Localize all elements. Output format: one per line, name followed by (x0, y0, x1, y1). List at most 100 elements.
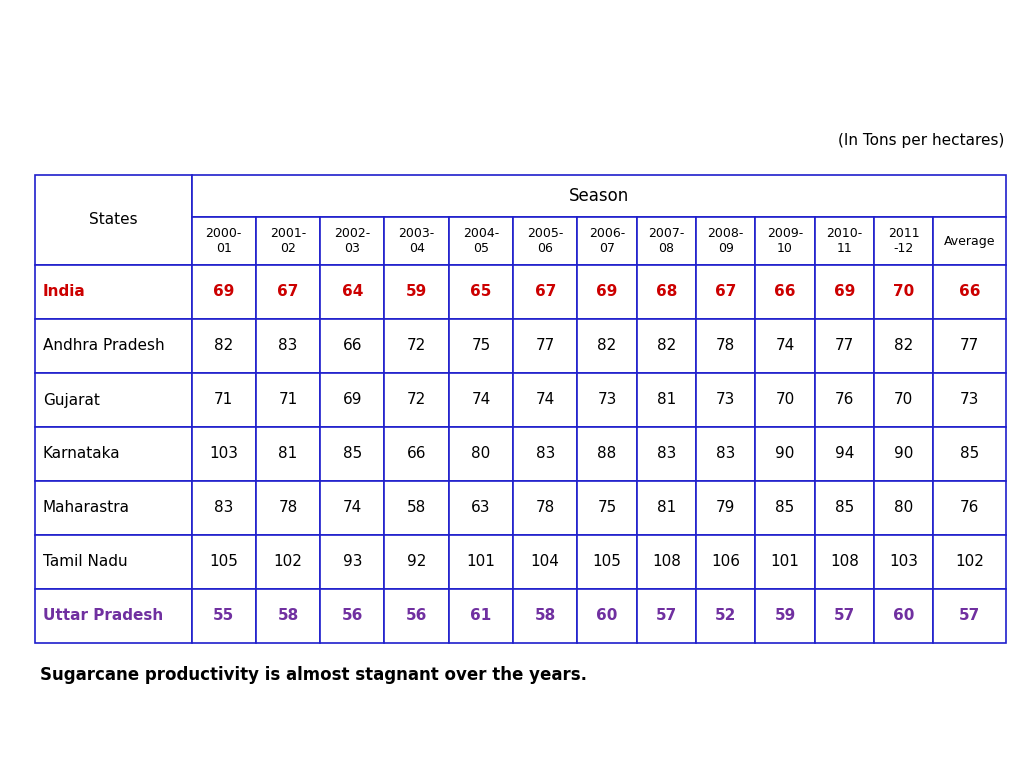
Bar (256, 373, 321, 427)
Text: 105: 105 (593, 554, 622, 570)
Text: 92: 92 (407, 554, 426, 570)
Bar (256, 589, 321, 643)
Text: 58: 58 (407, 501, 426, 515)
Bar (449, 265, 513, 319)
Bar (815, 265, 874, 319)
Text: 2007-
08: 2007- 08 (648, 227, 685, 255)
Bar (321, 481, 384, 535)
Text: Season: Season (568, 187, 629, 205)
Bar (637, 319, 696, 373)
Text: 75: 75 (471, 339, 490, 353)
Bar (578, 373, 637, 427)
Bar (934, 535, 1006, 589)
Text: 57: 57 (959, 608, 980, 624)
Bar (449, 217, 513, 265)
Text: 70: 70 (775, 392, 795, 408)
Text: 67: 67 (535, 284, 556, 300)
Bar (696, 427, 756, 481)
Bar (191, 535, 256, 589)
Bar (191, 319, 256, 373)
Text: 58: 58 (535, 608, 556, 624)
Text: 80: 80 (471, 446, 490, 462)
Bar (513, 427, 578, 481)
Bar (321, 265, 384, 319)
Text: States: States (89, 213, 137, 227)
Text: Uttar Pradesh: Uttar Pradesh (43, 608, 163, 624)
Bar (815, 217, 874, 265)
Bar (756, 535, 815, 589)
Bar (874, 265, 934, 319)
Bar (35, 373, 191, 427)
Text: 69: 69 (343, 392, 362, 408)
Text: 66: 66 (959, 284, 981, 300)
Text: 103: 103 (209, 446, 239, 462)
Bar (321, 427, 384, 481)
Text: 55: 55 (213, 608, 234, 624)
Bar (934, 481, 1006, 535)
Text: 77: 77 (536, 339, 555, 353)
Bar (384, 427, 449, 481)
Text: 75: 75 (597, 501, 616, 515)
Bar (449, 481, 513, 535)
Text: 82: 82 (894, 339, 913, 353)
Bar (513, 535, 578, 589)
Text: 83: 83 (214, 501, 233, 515)
Bar (637, 589, 696, 643)
Bar (874, 373, 934, 427)
Text: 82: 82 (597, 339, 616, 353)
Bar (815, 373, 874, 427)
Text: 85: 85 (835, 501, 854, 515)
Text: 106: 106 (712, 554, 740, 570)
Text: 71: 71 (279, 392, 298, 408)
Text: 77: 77 (961, 339, 979, 353)
Bar (874, 217, 934, 265)
Text: 61: 61 (470, 608, 492, 624)
Text: 90: 90 (775, 446, 795, 462)
Bar (384, 589, 449, 643)
Text: 93: 93 (343, 554, 362, 570)
Bar (256, 217, 321, 265)
Text: 2000-
01: 2000- 01 (206, 227, 242, 255)
Text: 88: 88 (597, 446, 616, 462)
Text: Andhra Pradesh: Andhra Pradesh (43, 339, 165, 353)
Text: 77: 77 (835, 339, 854, 353)
Text: 64: 64 (342, 284, 364, 300)
Text: 101: 101 (467, 554, 496, 570)
Text: 68: 68 (655, 284, 677, 300)
Text: 56: 56 (406, 608, 427, 624)
Bar (35, 427, 191, 481)
Bar (815, 319, 874, 373)
Text: 52: 52 (715, 608, 736, 624)
Text: 63: 63 (471, 501, 490, 515)
Bar (696, 217, 756, 265)
Bar (637, 481, 696, 535)
Text: 2003-
04: 2003- 04 (398, 227, 435, 255)
Text: 2005-
06: 2005- 06 (527, 227, 563, 255)
Text: 2008-
09: 2008- 09 (708, 227, 743, 255)
Text: 81: 81 (656, 392, 676, 408)
Bar (934, 319, 1006, 373)
Text: 76: 76 (961, 501, 979, 515)
Bar (696, 589, 756, 643)
Bar (449, 427, 513, 481)
Bar (384, 535, 449, 589)
Text: 59: 59 (406, 284, 427, 300)
Text: 85: 85 (961, 446, 979, 462)
Text: Gujarat: Gujarat (43, 392, 100, 408)
Text: Sugarcane productivity is almost stagnant over the years.: Sugarcane productivity is almost stagnan… (40, 666, 587, 684)
Bar (637, 265, 696, 319)
Text: 70: 70 (893, 284, 914, 300)
Bar (191, 217, 256, 265)
Text: 74: 74 (536, 392, 555, 408)
Text: 65: 65 (470, 284, 492, 300)
Bar (934, 589, 1006, 643)
Text: 72: 72 (407, 339, 426, 353)
Text: The Brand Behind The Brands: The Brand Behind The Brands (682, 726, 993, 746)
Text: 73: 73 (597, 392, 616, 408)
Text: 59: 59 (774, 608, 796, 624)
Bar (449, 373, 513, 427)
Bar (934, 217, 1006, 265)
Text: 83: 83 (656, 446, 676, 462)
Text: 105: 105 (209, 554, 239, 570)
Text: 78: 78 (716, 339, 735, 353)
